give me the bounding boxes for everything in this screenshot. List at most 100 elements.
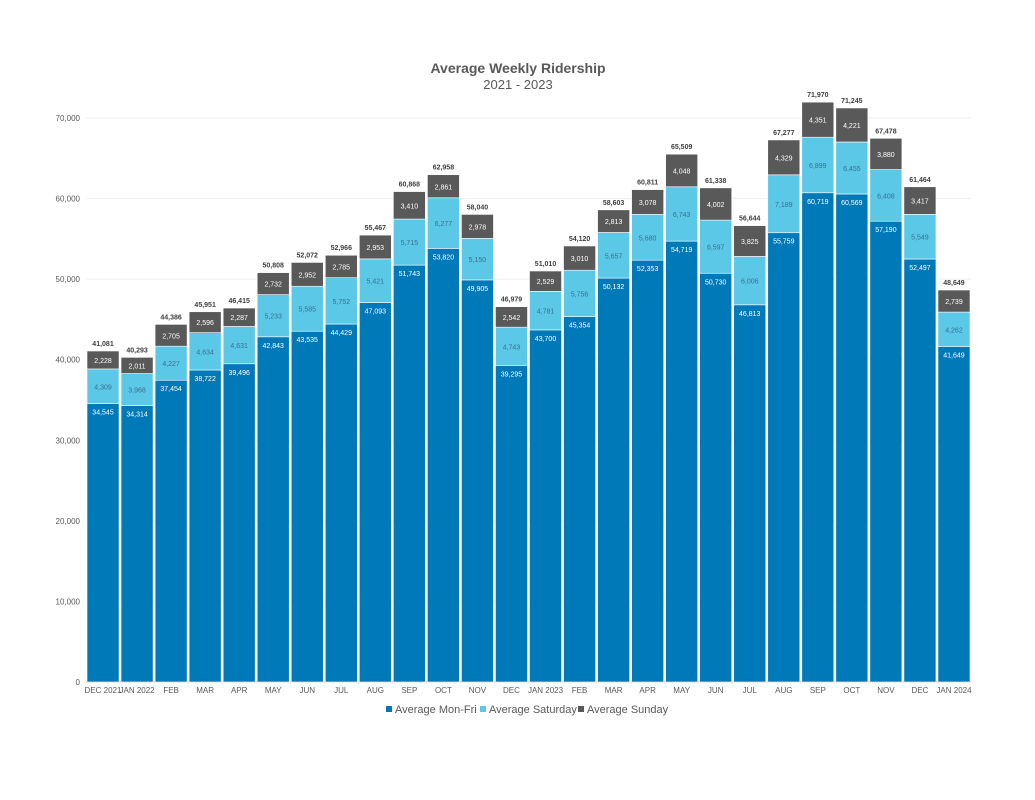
data-label: 5,680: [639, 235, 657, 242]
bar-segment: [733, 225, 767, 257]
bar-segment: [427, 197, 460, 249]
data-label: 6,455: [843, 166, 861, 173]
data-label: 2,529: [537, 279, 555, 286]
data-label: 2,732: [264, 282, 282, 289]
bar-group: 50,730 6,597 4,002 61,338: [699, 178, 733, 683]
data-label: 3,010: [571, 256, 589, 263]
legend-swatch: [386, 706, 392, 712]
bar-segment: [427, 174, 460, 199]
total-label: 65,509: [671, 144, 693, 151]
bar-group: 51,743 5,715 3,410 60,868: [393, 182, 426, 683]
x-tick-label: NOV: [469, 686, 487, 695]
data-label: 43,700: [535, 336, 557, 343]
x-tick-label: FEB: [572, 686, 588, 695]
bar-group: 52,497 5,549 3,417 61,464: [903, 177, 937, 683]
data-label: 47,093: [365, 309, 387, 316]
total-label: 58,040: [467, 204, 489, 211]
chart-subtitle: 2021 - 2023: [483, 77, 552, 92]
data-label: 2,705: [162, 333, 180, 340]
data-label: 4,329: [775, 155, 793, 162]
data-label: 3,880: [877, 152, 895, 159]
bar-segment: [120, 373, 154, 406]
bar-segment: [188, 311, 222, 333]
data-label: 5,549: [911, 235, 929, 242]
data-label: 2,953: [367, 245, 385, 252]
bar-segment: [699, 272, 733, 683]
data-label: 39,295: [501, 371, 523, 378]
data-label: 2,739: [945, 299, 963, 306]
bar-group: 43,700 4,781 2,529 51,010: [529, 261, 562, 683]
data-label: 49,905: [467, 286, 489, 293]
total-label: 44,386: [160, 314, 182, 321]
bar-segment: [154, 379, 188, 683]
data-label: 2,952: [298, 272, 316, 279]
total-label: 67,478: [875, 128, 897, 135]
bar-segment: [767, 232, 801, 683]
bar-segment: [801, 192, 835, 683]
bar-group: 38,722 4,634 2,596 45,951: [188, 302, 222, 683]
x-tick-label: OCT: [843, 686, 860, 695]
data-label: 5,657: [605, 253, 623, 260]
bar-segment: [256, 294, 290, 338]
y-tick-label: 10,000: [56, 597, 81, 606]
bar-segment: [903, 214, 937, 260]
bar-segment: [256, 336, 290, 683]
data-label: 43,535: [297, 337, 319, 344]
bar-segment: [563, 269, 596, 317]
bar-segment: [529, 270, 562, 292]
data-label: 2,287: [230, 315, 248, 322]
x-tick-label: DEC: [911, 686, 928, 695]
bar-segment: [461, 214, 494, 239]
data-label: 60,569: [841, 200, 863, 207]
data-label: 3,825: [741, 239, 759, 246]
total-label: 61,464: [909, 177, 931, 184]
x-tick-label: MAY: [265, 686, 282, 695]
bar-group: 50,132 5,657 2,813 58,603: [597, 200, 630, 683]
total-label: 46,979: [501, 297, 523, 304]
y-tick-label: 50,000: [56, 275, 81, 284]
bar-group: 43,535 5,585 2,952 52,072: [290, 252, 324, 683]
bar-segment: [767, 174, 801, 234]
bar-segment: [120, 405, 154, 683]
bar-group: 34,314 3,968 2,011 40,293: [120, 347, 154, 683]
data-label: 46,813: [739, 311, 761, 318]
bar-segment: [222, 307, 256, 327]
bar-segment: [733, 304, 767, 683]
y-tick-label: 60,000: [56, 195, 81, 204]
bar-group: 55,759 7,189 4,329 67,277: [767, 130, 801, 683]
total-label: 55,467: [365, 225, 387, 232]
data-label: 4,002: [707, 202, 725, 209]
x-tick-label: JUL: [743, 686, 758, 695]
data-label: 4,351: [809, 118, 827, 125]
bar-group: 49,905 5,150 2,978 58,040: [461, 204, 494, 683]
x-tick-label: AUG: [775, 686, 792, 695]
data-label: 5,233: [264, 314, 282, 321]
bar-segment: [324, 254, 358, 278]
data-label: 2,861: [435, 184, 453, 191]
bar-segment: [290, 330, 324, 683]
bar-group: 46,813 6,006 3,825 56,644: [733, 216, 767, 683]
total-label: 41,081: [92, 341, 114, 348]
bar-segment: [665, 240, 698, 683]
x-tick-label: JUL: [334, 686, 349, 695]
bar-segment: [903, 258, 937, 683]
data-label: 51,743: [399, 271, 421, 278]
total-label: 46,415: [228, 298, 250, 305]
x-tick-label: JAN 2024: [936, 686, 972, 695]
bar-segment: [529, 291, 562, 331]
data-label: 3,968: [128, 388, 146, 395]
bar-group: 52,353 5,680 3,078 60,811: [631, 180, 664, 683]
data-label: 5,150: [469, 257, 487, 264]
x-tick-label: AUG: [367, 686, 384, 695]
bar-segment: [290, 262, 324, 287]
bar-segment: [393, 218, 426, 266]
bar-group: 47,093 5,421 2,953 55,467: [359, 225, 392, 683]
data-label: 41,649: [943, 352, 965, 359]
total-label: 71,970: [807, 92, 829, 99]
bar-segment: [597, 232, 630, 279]
bar-segment: [699, 219, 733, 274]
bar-segment: [801, 136, 835, 194]
data-label: 2,542: [503, 315, 521, 322]
data-label: 6,006: [741, 279, 759, 286]
